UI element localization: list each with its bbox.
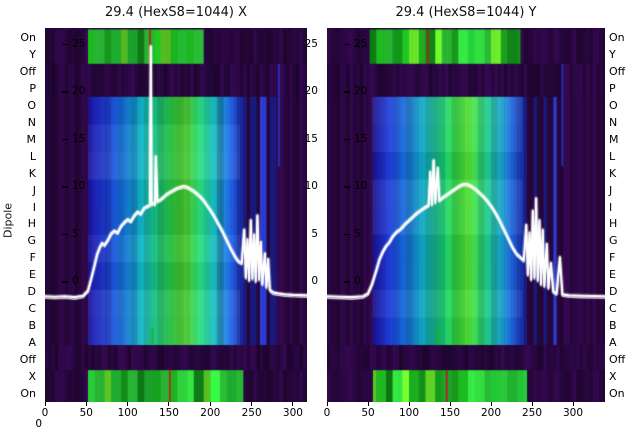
x-tick-label: 50 — [79, 407, 93, 419]
x-tick-label: 200 — [200, 407, 221, 419]
x-tick-label: 100 — [117, 407, 138, 419]
row-label-left: P — [29, 81, 36, 95]
panel-title-x: 29.4 (HexS8=1044) X — [105, 5, 247, 20]
row-label-left: K — [28, 166, 36, 180]
row-label-left: M — [26, 132, 37, 146]
x-tick-label: 150 — [439, 407, 461, 419]
row-label-left: Off — [19, 353, 36, 367]
row-label-right: Off — [609, 353, 626, 367]
row-label-right: Off — [609, 64, 626, 78]
x-tick-mark — [490, 402, 492, 406]
row-label-right: N — [609, 115, 618, 129]
row-label-right: G — [609, 234, 618, 248]
row-label-right: F — [609, 251, 616, 265]
x-tick-mark — [251, 402, 253, 406]
x-tick-mark — [531, 402, 533, 406]
row-label-right: E — [609, 268, 616, 282]
x-tick-label: 200 — [480, 407, 502, 419]
row-label-right: Y — [609, 47, 616, 61]
row-label-left: On — [20, 31, 36, 44]
x-tick-mark — [572, 402, 574, 406]
panel-title-y: 29.4 (HexS8=1044) Y — [395, 5, 537, 20]
x-tick-label: 50 — [361, 407, 375, 419]
row-label-left: C — [28, 302, 36, 316]
row-label-left: Off — [19, 64, 36, 78]
heatmap-panel-y — [327, 28, 605, 402]
heatmap-panel-x — [45, 28, 307, 402]
x-tick-mark — [85, 402, 87, 406]
row-label-right: L — [609, 149, 616, 163]
row-label-right: H — [609, 217, 618, 231]
row-label-left: X — [28, 370, 36, 384]
x-tick-mark — [449, 402, 451, 406]
x-tick-mark — [367, 402, 369, 406]
row-label-right: J — [609, 183, 613, 197]
x-tick-label: 300 — [562, 407, 584, 419]
x-tick-mark — [168, 402, 170, 406]
x-tick-mark — [44, 402, 46, 406]
row-label-left: O — [27, 98, 36, 112]
row-label-right: P — [609, 81, 616, 95]
row-label-left: On — [20, 386, 36, 400]
row-label-left: B — [28, 319, 36, 333]
x-tick-label: 0 — [323, 407, 331, 419]
row-label-right: On — [609, 31, 625, 44]
row-label-left: L — [29, 149, 36, 163]
x-tick-mark — [209, 402, 211, 406]
row-label-left: E — [29, 268, 36, 282]
row-label-right: On — [609, 386, 625, 400]
row-label-right: C — [609, 302, 617, 316]
row-label-right: X — [609, 370, 617, 384]
x-tick-mark — [127, 402, 129, 406]
x-tick-label: 100 — [398, 407, 420, 419]
x-tick-mark — [292, 402, 294, 406]
row-label-left: N — [27, 115, 36, 129]
row-label-left: F — [29, 251, 36, 265]
x-tick-label: 0 — [41, 407, 49, 419]
x-tick-label: 150 — [158, 407, 179, 419]
row-label-right: D — [609, 285, 618, 299]
row-label-left: D — [27, 285, 36, 299]
corner-tick-label: 0 — [35, 418, 42, 430]
row-label-right: K — [609, 166, 617, 180]
dipole-axis-label: Dipole — [1, 202, 15, 239]
row-label-right: I — [609, 200, 613, 214]
row-label-right: A — [609, 336, 617, 350]
x-tick-mark — [408, 402, 410, 406]
row-label-right: B — [609, 319, 617, 333]
x-tick-label: 250 — [241, 407, 262, 419]
x-tick-label: 250 — [521, 407, 543, 419]
x-tick-mark — [326, 402, 328, 406]
row-label-right: O — [609, 98, 618, 112]
x-tick-label: 300 — [282, 407, 303, 419]
row-label-left: A — [28, 336, 36, 350]
row-label-right: M — [609, 132, 619, 146]
row-label-left: Y — [29, 47, 36, 61]
